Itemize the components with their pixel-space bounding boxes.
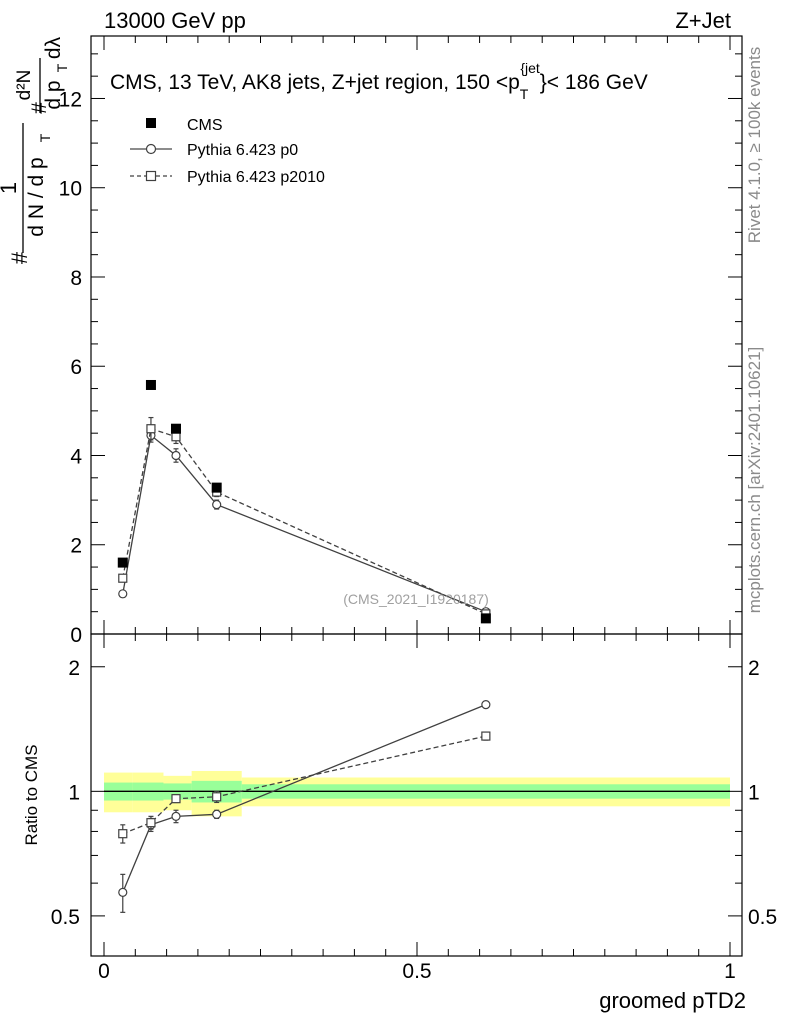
ratio-series bbox=[118, 700, 491, 913]
energy-label: 13000 GeV pp bbox=[104, 8, 246, 33]
ratio-p2010-point bbox=[146, 818, 156, 828]
legend-item-p2010: Pythia 6.423 p2010 bbox=[130, 169, 325, 186]
ratio-panel: 0.5 0.5 1 1 2 2 0 0.5 1 Ratio to CMS groomed pTD… bbox=[22, 633, 777, 1013]
y-tick-label: 10 bbox=[59, 178, 82, 201]
p2010-point bbox=[118, 573, 128, 583]
x-tick-label: 0.5 bbox=[402, 960, 431, 983]
ratio-p2010-point bbox=[212, 792, 222, 802]
x-axis-label: groomed pTD2 bbox=[599, 988, 746, 1013]
title-prefix: CMS, 13 TeV, AK8 jets, Z+jet region, 150… bbox=[110, 71, 520, 94]
title-sub: T bbox=[520, 86, 529, 102]
cms-point bbox=[211, 482, 222, 493]
y-tick-label: 0 bbox=[70, 624, 82, 647]
title-sup: {jet bbox=[520, 60, 540, 76]
plot-title: CMS, 13 TeV, AK8 jets, Z+jet region, 150… bbox=[110, 60, 648, 102]
y-tick-label: 2 bbox=[70, 535, 82, 558]
ratio-y-tick-label-right: 1 bbox=[748, 781, 760, 804]
process-label: Z+Jet bbox=[675, 8, 731, 33]
ratio-y-tick-label-right: 0.5 bbox=[748, 906, 777, 929]
ratio-ylabel: Ratio to CMS bbox=[22, 744, 41, 845]
y-tick-label: 12 bbox=[59, 88, 82, 111]
y-tick-label: 4 bbox=[70, 445, 82, 468]
ratio-p0-point bbox=[212, 809, 222, 819]
main-series bbox=[117, 379, 491, 624]
p0-point bbox=[118, 589, 128, 599]
legend: CMS Pythia 6.423 p0 Pythia 6.423 p2010 bbox=[130, 117, 325, 186]
legend-item-cms: CMS bbox=[146, 117, 223, 134]
p0-point bbox=[212, 499, 222, 510]
cms-point bbox=[117, 557, 128, 568]
y-axis-label: # 1 d N / d p T # d²N d p T dλ bbox=[0, 36, 70, 264]
ylabel-one: 1 bbox=[0, 182, 21, 194]
ratio-y-tick-label: 1 bbox=[68, 781, 80, 804]
ratio-y-tick-label: 2 bbox=[68, 657, 80, 680]
legend-label-p2010: Pythia 6.423 p2010 bbox=[187, 169, 325, 186]
ratio-bands bbox=[104, 770, 730, 817]
legend-marker-p2010 bbox=[145, 170, 157, 182]
mcplots-label: mcplots.cern.ch [arXiv:2401.10621] bbox=[745, 347, 764, 613]
ylabel-T: T bbox=[37, 133, 53, 142]
ratio-p2010-point bbox=[481, 731, 491, 741]
watermark: (CMS_2021_I1920187) bbox=[343, 591, 489, 607]
title-suffix: }< 186 GeV bbox=[540, 71, 648, 94]
ylabel-left-den: d N / d p bbox=[25, 157, 48, 236]
ylabel-hash: # bbox=[7, 251, 32, 264]
ratio-axes: 0.5 0.5 1 1 2 2 0 0.5 1 bbox=[51, 633, 777, 983]
legend-item-p0: Pythia 6.423 p0 bbox=[130, 142, 298, 159]
ratio-p2010-point bbox=[118, 829, 128, 839]
ratio-y-tick-label-right: 2 bbox=[748, 657, 760, 680]
main-axes: 0 2 4 6 8 10 12 bbox=[59, 35, 743, 647]
ratio-p0-point bbox=[171, 811, 181, 821]
ratio-p2010-point bbox=[171, 794, 181, 804]
rivet-label: Rivet 4.1.0, ≥ 100k events bbox=[745, 47, 764, 243]
cms-point bbox=[480, 613, 491, 624]
main-panel: 0 2 4 6 8 10 12 CMS, 13 TeV, AK8 jets, Z+jet r… bbox=[0, 35, 743, 647]
legend-label-cms: CMS bbox=[187, 117, 223, 134]
legend-marker-cms bbox=[146, 118, 156, 128]
legend-label-p0: Pythia 6.423 p0 bbox=[187, 142, 298, 159]
ylabel-T2: T bbox=[54, 63, 70, 72]
y-tick-label: 6 bbox=[70, 356, 82, 379]
p0-point bbox=[171, 450, 181, 461]
x-tick-label: 1 bbox=[724, 960, 736, 983]
ratio-p0-point bbox=[481, 700, 491, 710]
ylabel-num: d²N bbox=[14, 70, 35, 101]
svg-text:CMS, 13 TeV, AK8 jets, Z+jet r: CMS, 13 TeV, AK8 jets, Z+jet region, 150… bbox=[110, 60, 648, 102]
ratio-p0-point bbox=[118, 887, 128, 897]
y-tick-label: 8 bbox=[70, 267, 82, 290]
p2010-point bbox=[146, 424, 156, 434]
ylabel-dlambda: dλ bbox=[42, 36, 65, 59]
ylabel-den: d p bbox=[42, 80, 65, 109]
cms-point bbox=[170, 423, 181, 434]
legend-marker-p0 bbox=[145, 143, 157, 155]
x-tick-label: 0 bbox=[98, 960, 110, 983]
cms-point bbox=[145, 379, 156, 390]
ratio-y-tick-label: 0.5 bbox=[51, 906, 80, 929]
p2010-point bbox=[171, 432, 181, 442]
